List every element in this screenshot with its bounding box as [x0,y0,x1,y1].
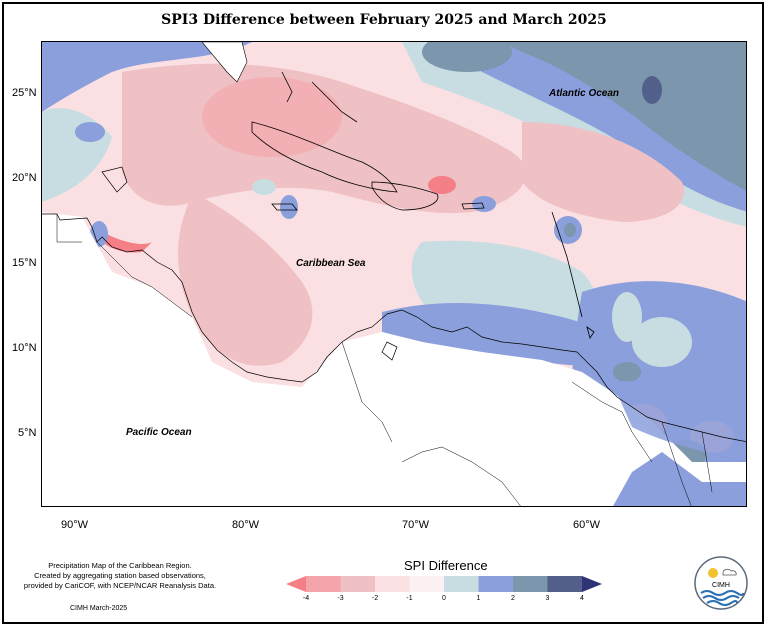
map-title: SPI3 Difference between February 2025 an… [161,12,607,28]
logo-text: CIMH [712,582,730,589]
legend-swatches [286,576,602,592]
lon-tick-70w: 70°W [402,519,430,531]
legend-swatch [375,576,410,592]
west-caribbean-pink [178,192,313,366]
venezuela-coast-blue [382,302,632,367]
nw-blue [42,42,252,112]
map-panel [41,41,747,507]
legend-tick-label: -1 [406,595,413,602]
legend-swatch [409,576,445,592]
credit-text: Precipitation Map of the Caribbean Regio… [14,561,226,591]
legend-swatch [340,576,376,592]
guianas-light-patch [612,292,642,342]
central-south-america-land [42,212,746,506]
lat-tick-20n: 20°N [12,172,37,184]
lat-tick-15n: 15°N [12,257,37,269]
guianas-grey-patch-2 [613,362,641,382]
legend-tick-label: -4 [302,595,310,602]
atlantic-grey-patch [422,42,512,72]
hispaniola-red-spot [428,176,456,194]
label-caribbean-sea: Caribbean Sea [296,258,366,269]
label-pacific-ocean: Pacific Ocean [126,427,192,438]
lat-tick-5n: 5°N [18,427,37,439]
legend-tick-label: 3 [545,595,550,602]
atlantic-grey [502,42,746,191]
legend-swatch [513,576,548,592]
legend-colorbar [286,576,602,592]
east-atlantic-pink [522,122,684,222]
spi-map [42,42,746,506]
legend-swatch [547,576,583,592]
guianas-light-patch-2 [632,317,692,367]
cimh-logo: CIMH [694,556,748,610]
florida-land [201,42,248,83]
credit-line-1: Precipitation Map of the Caribbean Regio… [48,561,192,570]
coastlines [42,166,746,442]
guiana-coast-blue-overlay [613,452,746,506]
cloud-icon [722,568,737,576]
legend-tick-label: 2 [511,595,515,602]
borders [56,214,713,506]
leewards-grey [564,223,576,237]
gulf-blue-patch [75,122,105,142]
jamaica-blue [280,195,298,219]
honduras-red [102,232,152,253]
lat-tick-25n: 25°N [12,87,37,99]
legend-swatch [306,576,341,592]
legend-tick-label: 1 [476,595,481,602]
legend-swatch [444,576,479,592]
sun-icon [708,568,718,578]
lon-tick-90w: 90°W [61,519,89,531]
central-pink-core [202,77,342,157]
legend-tick-label: 4 [580,595,584,602]
legend-swatch [478,576,514,592]
lat-tick-10n: 10°N [12,342,37,354]
puerto-rico-blue [472,196,496,212]
legend-arrow-low [286,576,306,592]
legend-tick-label: -3 [337,595,344,602]
credit-date: CIMH March-2025 [70,605,128,612]
lon-tick-80w: 80°W [232,519,260,531]
islands [251,71,595,339]
lon-tick-60w: 60°W [573,519,601,531]
legend-title: SPI Difference [404,558,488,573]
legend-tick-label: 0 [442,595,446,602]
guiana-blue-strip [612,381,746,462]
credit-line-2: Created by aggregating station based obs… [34,571,206,580]
credit-line-3: provided by CariCOF, with NCEP/NCAR Rean… [23,581,217,590]
legend-tick-label: -2 [371,595,379,602]
atlantic-dark-core [642,76,662,104]
legend-arrow-high [582,576,602,592]
cuba-light-blue [252,179,276,195]
label-atlantic-ocean: Atlantic Ocean [549,88,620,99]
